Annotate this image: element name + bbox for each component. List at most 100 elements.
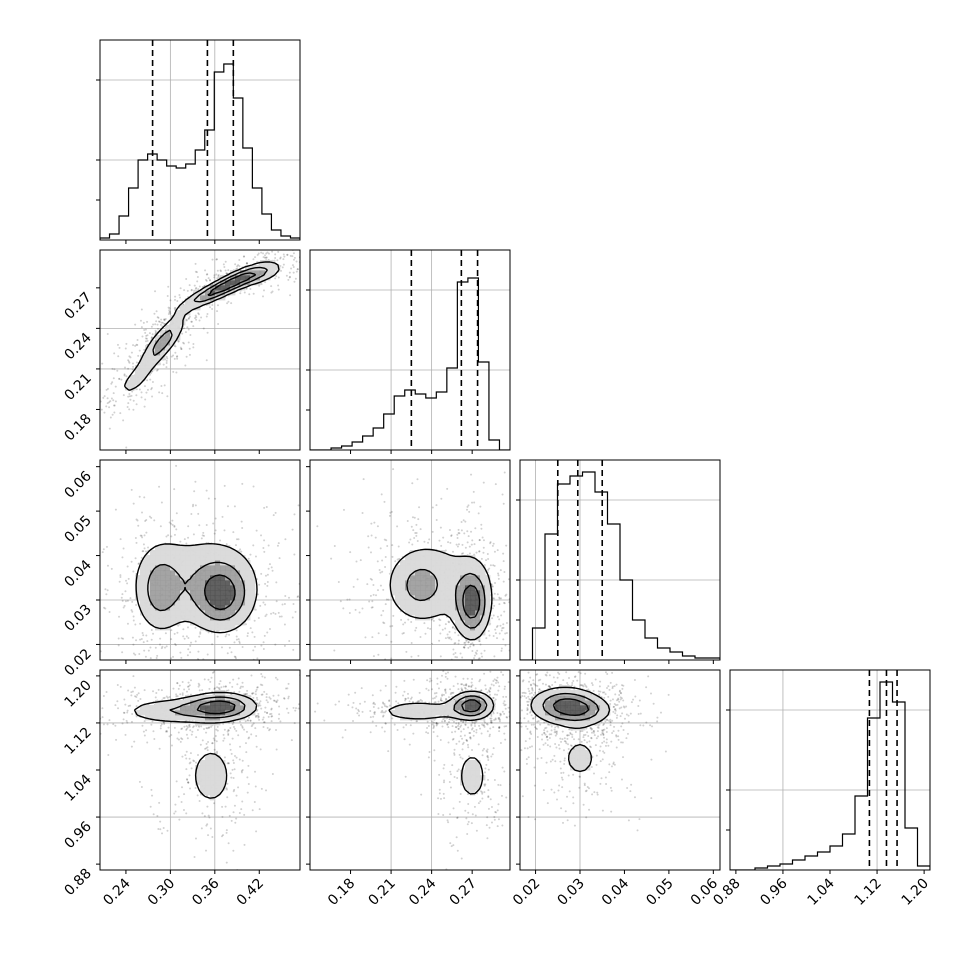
sample-point [134, 344, 137, 347]
panel-0-0 [96, 39, 301, 244]
density-cell [145, 615, 151, 621]
density-cell [180, 600, 186, 606]
density-cell [465, 600, 471, 606]
sample-point [475, 551, 478, 554]
sample-point [261, 675, 264, 678]
sample-point [135, 518, 138, 521]
density-cell [135, 585, 141, 591]
sample-point [194, 504, 197, 507]
density-cell [220, 550, 226, 556]
sample-point [213, 276, 216, 279]
sample-point [135, 388, 138, 391]
sample-point [256, 657, 259, 660]
density-cell [200, 785, 206, 791]
sample-point [128, 361, 131, 364]
sample-point [515, 588, 517, 590]
sample-point [477, 657, 480, 660]
sample-point [268, 563, 271, 566]
density-cell [240, 565, 246, 571]
sample-point [391, 717, 394, 720]
sample-point [213, 748, 216, 751]
sample-point [192, 759, 195, 762]
sample-point [371, 636, 374, 639]
density-cell [275, 265, 281, 271]
sample-point [120, 596, 123, 599]
sample-point [142, 321, 145, 324]
sample-point [129, 597, 132, 600]
sample-point [174, 306, 177, 309]
sample-point [489, 541, 492, 544]
sample-point [194, 270, 197, 273]
density-cell [220, 615, 226, 621]
sample-point [471, 727, 474, 730]
sample-point [187, 685, 190, 688]
density-cell [180, 605, 186, 611]
density-cell [155, 555, 161, 561]
sample-point [236, 267, 239, 270]
sample-point [181, 692, 184, 695]
sample-point [517, 715, 519, 717]
sample-point [454, 688, 456, 690]
sample-point [442, 718, 445, 721]
sample-point [233, 691, 236, 694]
sample-point [418, 691, 421, 694]
density-cell [190, 550, 196, 556]
density-cell [240, 605, 246, 611]
sample-point [409, 538, 412, 541]
sample-point [316, 257, 318, 259]
sample-point [145, 634, 148, 637]
sample-point [223, 728, 226, 731]
density-cell [185, 545, 191, 551]
sample-point [224, 260, 227, 263]
sample-point [179, 693, 182, 696]
sample-point [256, 686, 259, 689]
sample-point [189, 679, 192, 682]
sample-point [266, 573, 269, 576]
sample-point [404, 621, 407, 624]
density-cell [150, 585, 156, 591]
density-cell [445, 605, 451, 611]
sample-point [412, 529, 415, 532]
sample-point [379, 547, 382, 550]
density-cell [215, 280, 221, 286]
sample-point [198, 725, 201, 728]
density-cell [175, 615, 181, 621]
sample-point [387, 598, 390, 601]
sample-point [254, 785, 257, 788]
density-cell [215, 775, 221, 781]
density-cell [180, 700, 186, 706]
density-cell [215, 765, 221, 771]
sample-point [111, 381, 114, 384]
panel-frame [519, 459, 721, 661]
panel-frame [309, 249, 511, 451]
sample-point [506, 661, 508, 663]
sample-point [457, 639, 460, 642]
sample-point [96, 559, 98, 561]
density-cell [415, 580, 421, 586]
sample-point [181, 332, 184, 335]
sample-point [279, 682, 281, 684]
sample-point [108, 401, 111, 404]
sample-point [170, 744, 173, 747]
density-cell [145, 715, 151, 721]
sample-point [213, 532, 216, 535]
density-cell [450, 600, 456, 606]
sample-point [275, 748, 278, 751]
sample-point [497, 572, 500, 575]
density-cell [220, 605, 226, 611]
sample-point [178, 818, 181, 821]
sample-point [513, 590, 515, 592]
sample-point [358, 445, 360, 447]
sample-point [457, 543, 460, 546]
density-cell [150, 715, 156, 721]
sample-point [176, 355, 179, 358]
sample-point [252, 292, 255, 295]
sample-point [165, 366, 168, 369]
sample-point [211, 643, 214, 646]
sample-point [245, 262, 248, 265]
sample-point [205, 359, 208, 362]
sample-point [180, 727, 183, 730]
sample-point [480, 652, 483, 655]
sample-point [383, 500, 386, 503]
sample-point [156, 323, 159, 326]
